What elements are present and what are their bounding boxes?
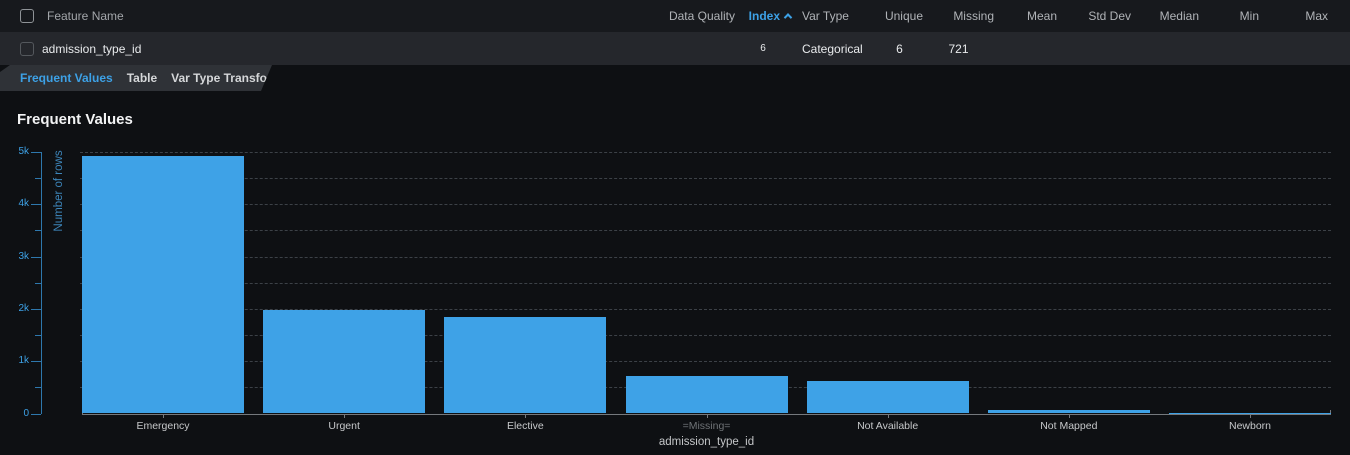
- x-axis-tick: [1068, 414, 1070, 418]
- y-axis-tick: [35, 387, 41, 389]
- y-axis-tick-label: 3k: [18, 250, 29, 262]
- y-axis-tick-label: 4k: [18, 198, 29, 210]
- x-axis-tick: [525, 414, 527, 418]
- column-header-max[interactable]: Max: [1305, 9, 1328, 23]
- y-axis-tick-label: 2k: [18, 302, 29, 314]
- feature-row-checkbox[interactable]: [20, 41, 34, 56]
- gridline: [80, 204, 1331, 206]
- x-axis-tick: [344, 414, 346, 418]
- bar[interactable]: [263, 310, 426, 414]
- column-header-index[interactable]: Index: [735, 9, 793, 23]
- y-axis-tick: [35, 335, 41, 337]
- gridline: [80, 256, 1331, 258]
- cell-missing: 721: [948, 41, 969, 56]
- x-axis-tick: [163, 414, 164, 418]
- column-header-unique[interactable]: Unique: [884, 9, 923, 23]
- x-axis-title: admission_type_id: [658, 436, 755, 448]
- y-axis-tick: [31, 413, 41, 415]
- column-header-index-label: Index: [748, 9, 780, 23]
- x-axis-right-cap: [1330, 409, 1331, 415]
- gridline: [80, 152, 1331, 153]
- gridline: [80, 178, 1331, 180]
- column-header-missing[interactable]: Missing: [953, 9, 994, 23]
- category-label: Not Available: [857, 419, 919, 432]
- x-axis-tick: [706, 414, 708, 418]
- category-label: Not Mapped: [1040, 419, 1098, 432]
- select-all-checkbox[interactable]: [20, 9, 34, 23]
- tab-var-type-transform[interactable]: Var Type Transform: [171, 71, 283, 85]
- bar[interactable]: [625, 375, 788, 414]
- gridline: [80, 282, 1331, 284]
- category-label: Emergency: [136, 419, 190, 432]
- feature-detail-tabbar: Frequent Values Table Var Type Transform: [0, 65, 1350, 91]
- cell-index: 6: [760, 43, 766, 54]
- feature-row[interactable]: admission_type_id 6 Categorical 6 721: [0, 32, 1350, 65]
- column-header-feature-name[interactable]: Feature Name: [47, 9, 124, 23]
- tabbar-shape: Frequent Values Table Var Type Transform: [0, 65, 272, 91]
- x-axis-tick: [1250, 414, 1251, 418]
- y-axis-tick: [35, 230, 41, 232]
- column-header-data-quality[interactable]: Data Quality: [668, 9, 735, 23]
- column-header-var-type[interactable]: Var Type: [802, 9, 849, 23]
- category-label: Newborn: [1228, 419, 1272, 432]
- y-axis-title: Number of rows: [53, 150, 65, 232]
- feature-list-header: Feature Name Data Quality Index Var Type…: [0, 0, 1350, 32]
- category-label: Urgent: [328, 419, 360, 432]
- bar[interactable]: [806, 381, 969, 414]
- gridline: [80, 335, 1331, 337]
- bar[interactable]: [987, 410, 1150, 414]
- y-axis-line: [41, 152, 42, 414]
- column-header-mean[interactable]: Mean: [1026, 9, 1057, 23]
- y-axis-tick: [31, 204, 41, 206]
- y-axis-tick-label: 1k: [18, 355, 29, 367]
- bar[interactable]: [1169, 412, 1331, 414]
- y-axis-tick: [35, 282, 41, 284]
- feature-name[interactable]: admission_type_id: [42, 41, 142, 56]
- tab-table[interactable]: Table: [126, 71, 158, 85]
- x-axis-tick: [887, 414, 889, 418]
- frequent-values-chart: Frequent Values Number of rows admission…: [0, 91, 1350, 455]
- y-axis-tick: [31, 256, 41, 258]
- cell-unique: 6: [896, 41, 903, 56]
- chart-title: Frequent Values: [17, 111, 133, 128]
- gridline: [80, 308, 1331, 310]
- cell-var-type: Categorical: [802, 41, 863, 56]
- category-label: Elective: [506, 419, 544, 432]
- gridline: [80, 230, 1331, 232]
- column-header-min[interactable]: Min: [1239, 9, 1259, 23]
- tab-frequent-values[interactable]: Frequent Values: [20, 71, 113, 85]
- bar[interactable]: [444, 317, 607, 414]
- y-axis-tick-label: 0: [23, 407, 29, 419]
- y-axis-tick: [31, 361, 41, 363]
- y-axis-tick: [35, 178, 41, 180]
- y-axis-tick: [31, 308, 41, 310]
- category-label: =Missing=: [682, 419, 731, 432]
- bar[interactable]: [82, 155, 244, 414]
- gridline: [80, 361, 1331, 363]
- column-header-std-dev[interactable]: Std Dev: [1088, 9, 1131, 23]
- y-axis-tick: [31, 152, 41, 153]
- column-header-median[interactable]: Median: [1159, 9, 1199, 23]
- y-axis-tick-label: 5k: [18, 146, 29, 157]
